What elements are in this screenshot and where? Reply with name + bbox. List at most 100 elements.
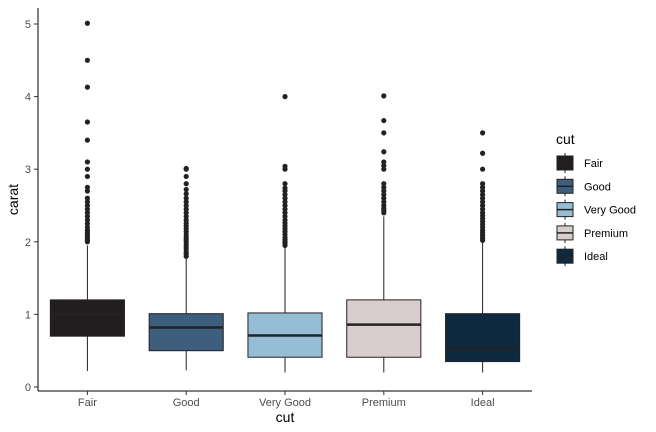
outlier-point [480,195,486,201]
outlier-point [183,213,189,219]
legend-label: Very Good [584,205,636,217]
outlier-point [480,184,486,190]
iqr-box [346,299,422,358]
outlier-point [381,192,387,198]
legend-item-fair: Fair [556,153,603,173]
legend-label: Premium [584,228,628,240]
x-tick-label: Very Good [259,397,311,409]
y-tick-label: 5 [25,19,31,31]
outlier-point [480,192,486,198]
outlier-point [282,181,288,187]
y-tick-label: 3 [25,164,31,176]
legend: cut Fair Good Very Good Premium Ideal [556,131,636,267]
iqr-box [445,313,521,363]
outlier-point [381,181,387,187]
outlier-point [84,224,90,230]
outlier-point [282,202,288,209]
outlier-point [381,166,387,172]
outlier-point [183,217,189,223]
outlier-point [381,117,387,124]
outlier-point [84,199,90,205]
boxes-layer [49,20,521,373]
outlier-point [84,202,90,209]
outlier-point [84,20,90,26]
iqr-box [148,313,224,352]
box-ideal [445,130,521,373]
outlier-point [183,173,189,180]
outlier-point [480,166,486,172]
box-very-good [247,94,323,373]
outlier-point [183,165,189,172]
outlier-point [183,195,189,201]
outlier-point [480,206,486,212]
outlier-point [480,210,486,216]
outlier-point [183,210,189,216]
outlier-point [183,206,189,212]
outlier-point [381,184,387,190]
outlier-point [84,206,90,212]
x-tick-label: Premium [362,397,406,409]
outlier-point [381,159,387,165]
outlier-point [84,213,90,219]
outlier-point [84,217,90,223]
outlier-point [84,184,90,190]
outlier-point [282,94,288,100]
x-axis-title: cut [276,409,295,425]
outlier-point [84,57,90,63]
outlier-point [84,210,90,216]
outlier-point [183,199,189,205]
outlier-point [381,93,387,99]
outlier-point [84,119,90,125]
box-premium [346,93,422,373]
outlier-point [480,150,486,156]
outlier-point [282,195,288,201]
outlier-point [282,199,288,205]
outlier-point [84,137,90,143]
legend-label: Fair [584,158,603,170]
outlier-point [282,210,288,216]
outlier-point [381,199,387,205]
outlier-point [480,202,486,209]
outlier-point [183,191,189,197]
x-tick-label: Fair [78,397,97,409]
y-tick-label: 0 [25,382,31,394]
outlier-point [84,84,90,90]
outlier-point [480,181,486,187]
legend-label: Ideal [584,251,608,263]
outlier-point [183,186,189,193]
outlier-point [480,199,486,205]
y-tick-label: 1 [25,309,31,321]
outlier-point [381,202,387,209]
y-tick-label: 2 [25,237,31,249]
outlier-point [84,159,90,165]
legend-item-good: Good [556,176,611,197]
outlier-point [282,213,288,219]
iqr-box [49,299,125,337]
outlier-point [381,195,387,201]
outlier-point [84,166,90,172]
outlier-point [381,130,387,136]
outlier-point [381,162,387,169]
legend-item-premium: Premium [556,222,628,243]
legend-item-very-good: Very Good [556,199,636,220]
legend-item-ideal: Ideal [556,246,608,267]
outlier-point [381,149,387,155]
outlier-point [282,185,288,191]
outlier-point [282,217,288,223]
outlier-point [183,181,189,187]
y-axis-ticks: 0 1 2 3 4 5 [25,19,38,394]
x-tick-label: Ideal [471,397,495,409]
box-fair [49,20,125,372]
outlier-point [282,206,288,212]
outlier-point [381,188,387,194]
outlier-point [480,188,486,194]
outlier-point [84,221,90,227]
outlier-point [84,173,90,180]
legend-label: Good [584,181,611,193]
y-axis-title: carat [5,184,21,215]
y-tick-label: 4 [25,92,31,104]
outlier-point [84,188,90,194]
outlier-point [282,163,288,169]
box-good [148,165,224,371]
